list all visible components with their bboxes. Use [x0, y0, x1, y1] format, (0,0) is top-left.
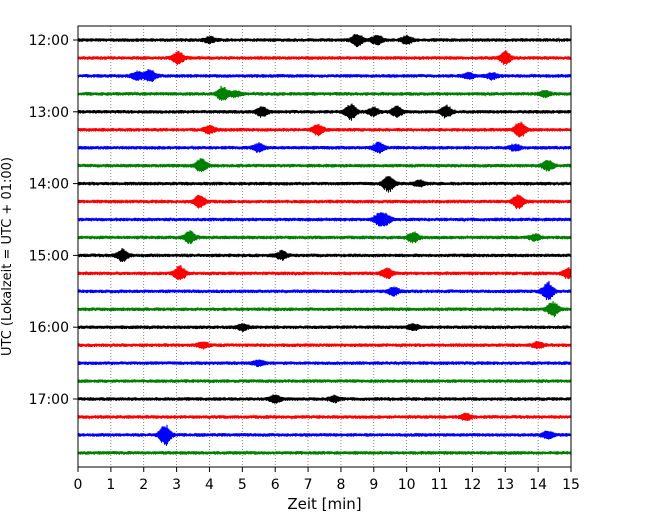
x-tick-label: 5 — [238, 477, 247, 493]
trace-row-1500 — [77, 248, 572, 263]
trace-row-1645 — [77, 377, 572, 383]
x-tick-label: 8 — [336, 477, 345, 493]
trace-row-1345 — [77, 157, 572, 173]
x-axis-ticks: 0 1 2 3 4 5 6 7 8 9 10 11 12 13 14 15 — [74, 467, 580, 493]
trace-row-1315 — [77, 121, 572, 138]
x-tick-label: 7 — [304, 477, 313, 493]
y-tick-label: 12:00 — [29, 33, 69, 49]
y-axis-ticks: 12:00 13:00 14:00 15:00 16:00 17:00 — [29, 33, 78, 408]
x-tick-label: 4 — [205, 477, 214, 493]
trace-row-1600 — [77, 323, 572, 332]
y-tick-label: 17:00 — [29, 392, 69, 408]
x-tick-label: 14 — [529, 477, 547, 493]
x-tick-label: 10 — [398, 477, 416, 493]
x-tick-label: 2 — [139, 477, 148, 493]
trace-row-1730 — [77, 424, 572, 446]
trace-row-1400 — [77, 175, 572, 193]
trace-row-1745 — [77, 449, 572, 455]
trace-row-1415 — [77, 194, 572, 210]
trace-row-1215 — [77, 50, 572, 65]
trace-row-1245 — [77, 85, 572, 101]
trace-row-1200 — [77, 33, 572, 48]
trace-row-1300 — [77, 103, 572, 121]
x-tick-label: 13 — [496, 477, 514, 493]
y-tick-label: 15:00 — [29, 248, 69, 264]
trace-row-1515 — [77, 265, 572, 281]
y-axis-title: UTC (Lokalzeit = UTC + 01:00) — [0, 157, 15, 356]
plot-frame — [77, 25, 572, 468]
trace-row-1445 — [77, 230, 572, 245]
trace-row-1430 — [77, 212, 572, 227]
seismic-traces — [77, 33, 572, 455]
trace-row-1630 — [77, 359, 572, 368]
x-tick-label: 1 — [106, 477, 115, 493]
x-axis-title: Zeit [min] — [287, 495, 361, 513]
x-tick-label: 11 — [431, 477, 449, 493]
y-tick-label: 14:00 — [29, 177, 69, 193]
y-tick-label: 13:00 — [29, 105, 69, 121]
trace-row-1230 — [77, 69, 572, 82]
trace-row-1330 — [77, 141, 572, 154]
x-tick-label: 6 — [271, 477, 280, 493]
trace-row-1615 — [77, 340, 572, 350]
y-tick-label: 16:00 — [29, 320, 69, 336]
trace-row-1700 — [77, 394, 572, 404]
trace-row-1715 — [77, 412, 572, 421]
x-tick-label: 12 — [463, 477, 481, 493]
trace-row-1530 — [77, 280, 572, 301]
x-tick-label: 15 — [562, 477, 580, 493]
x-tick-label: 9 — [369, 477, 378, 493]
x-tick-label: 3 — [172, 477, 181, 493]
x-tick-label: 0 — [74, 477, 83, 493]
trace-row-1545 — [77, 301, 572, 318]
